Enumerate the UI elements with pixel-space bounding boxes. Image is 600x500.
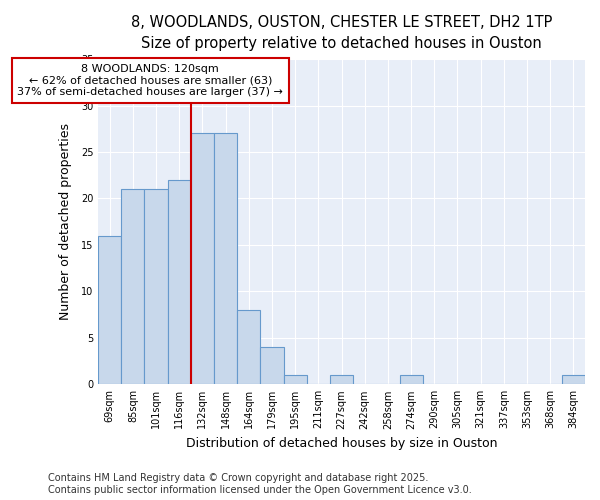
Bar [214, 134, 237, 384]
Bar [145, 189, 167, 384]
Bar [562, 375, 585, 384]
Bar [98, 236, 121, 384]
Y-axis label: Number of detached properties: Number of detached properties [59, 123, 73, 320]
Bar [191, 134, 214, 384]
Text: Contains HM Land Registry data © Crown copyright and database right 2025.
Contai: Contains HM Land Registry data © Crown c… [48, 474, 472, 495]
Bar [167, 180, 191, 384]
Text: 8 WOODLANDS: 120sqm
← 62% of detached houses are smaller (63)
37% of semi-detach: 8 WOODLANDS: 120sqm ← 62% of detached ho… [17, 64, 283, 97]
Bar [121, 189, 145, 384]
X-axis label: Distribution of detached houses by size in Ouston: Distribution of detached houses by size … [186, 437, 497, 450]
Bar [237, 310, 260, 384]
Bar [330, 375, 353, 384]
Title: 8, WOODLANDS, OUSTON, CHESTER LE STREET, DH2 1TP
Size of property relative to de: 8, WOODLANDS, OUSTON, CHESTER LE STREET,… [131, 15, 552, 51]
Bar [260, 347, 284, 385]
Bar [400, 375, 423, 384]
Bar [284, 375, 307, 384]
